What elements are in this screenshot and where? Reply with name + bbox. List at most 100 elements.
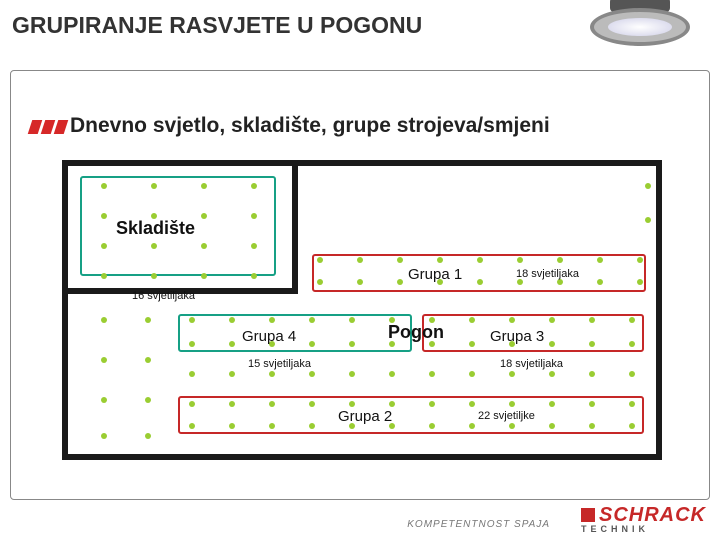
- light-dot: [349, 341, 355, 347]
- label-grupa3: Grupa 3: [490, 328, 544, 345]
- light-dot: [151, 243, 157, 249]
- light-dot: [629, 371, 635, 377]
- light-dot: [629, 423, 635, 429]
- light-dot: [397, 257, 403, 263]
- light-dot: [597, 279, 603, 285]
- light-dot: [145, 357, 151, 363]
- light-dot: [309, 423, 315, 429]
- label-grupa2-count: 22 svjetiljke: [478, 410, 535, 422]
- label-skladiste: Skladište: [116, 218, 195, 239]
- light-dot: [549, 317, 555, 323]
- light-dot: [509, 317, 515, 323]
- light-dot: [269, 401, 275, 407]
- light-dot: [357, 257, 363, 263]
- light-dot: [645, 217, 651, 223]
- light-dot: [637, 257, 643, 263]
- light-dot: [309, 341, 315, 347]
- light-dot: [189, 401, 195, 407]
- accent-bars-icon: [30, 120, 66, 134]
- light-dot: [269, 371, 275, 377]
- light-dot: [589, 371, 595, 377]
- light-dot: [101, 397, 107, 403]
- light-dot: [317, 257, 323, 263]
- light-dot: [101, 317, 107, 323]
- light-dot: [589, 341, 595, 347]
- light-dot: [309, 401, 315, 407]
- wall-outer: [656, 160, 662, 460]
- light-dot: [189, 371, 195, 377]
- light-dot: [437, 257, 443, 263]
- light-dot: [251, 183, 257, 189]
- light-dot: [201, 243, 207, 249]
- light-dot: [469, 371, 475, 377]
- light-dot: [201, 213, 207, 219]
- light-dot: [201, 273, 207, 279]
- footer-tagline: KOMPETENTNOST SPAJA: [407, 519, 550, 530]
- light-dot: [145, 397, 151, 403]
- light-dot: [549, 371, 555, 377]
- brand-main: SCHRACK: [599, 504, 706, 526]
- label-grupa3-count: 18 svjetiljaka: [500, 358, 563, 370]
- light-dot: [189, 341, 195, 347]
- light-dot: [229, 317, 235, 323]
- light-dot: [589, 423, 595, 429]
- light-dot: [101, 243, 107, 249]
- light-dot: [269, 423, 275, 429]
- light-dot: [251, 213, 257, 219]
- wall-inner: [292, 160, 298, 294]
- light-dot: [549, 423, 555, 429]
- light-fixture-icon: [580, 0, 700, 58]
- light-dot: [629, 317, 635, 323]
- light-dot: [145, 317, 151, 323]
- light-dot: [509, 423, 515, 429]
- light-dot: [201, 183, 207, 189]
- light-dot: [509, 401, 515, 407]
- slide-title: GRUPIRANJE RASVJETE U POGONU: [12, 12, 422, 39]
- light-dot: [389, 401, 395, 407]
- label-grupa4-count: 15 svjetiljaka: [248, 358, 311, 370]
- light-dot: [145, 433, 151, 439]
- wall-outer: [62, 454, 662, 460]
- light-dot: [589, 317, 595, 323]
- light-dot: [397, 279, 403, 285]
- light-dot: [429, 371, 435, 377]
- light-dot: [349, 401, 355, 407]
- light-dot: [101, 273, 107, 279]
- light-dot: [317, 279, 323, 285]
- light-dot: [101, 357, 107, 363]
- light-dot: [309, 317, 315, 323]
- light-dot: [269, 317, 275, 323]
- light-dot: [101, 183, 107, 189]
- light-dot: [597, 257, 603, 263]
- light-dot: [469, 423, 475, 429]
- light-dot: [557, 257, 563, 263]
- light-dot: [637, 279, 643, 285]
- label-grupa1: Grupa 1: [408, 266, 462, 283]
- light-dot: [469, 341, 475, 347]
- light-dot: [549, 341, 555, 347]
- label-grupa4: Grupa 4: [242, 328, 296, 345]
- light-dot: [477, 257, 483, 263]
- brand-logo: SCHRACK TECHNIK: [581, 504, 706, 534]
- light-dot: [349, 371, 355, 377]
- zone-grupa2: [178, 396, 644, 434]
- light-dot: [189, 317, 195, 323]
- label-grupa2: Grupa 2: [338, 408, 392, 425]
- label-skladiste-count: 16 svjetiljaka: [132, 290, 195, 302]
- label-pogon: Pogon: [388, 322, 444, 343]
- light-dot: [589, 401, 595, 407]
- light-dot: [549, 401, 555, 407]
- label-grupa1-count: 18 svjetiljaka: [516, 268, 579, 280]
- light-dot: [229, 341, 235, 347]
- light-dot: [517, 257, 523, 263]
- wall-outer: [62, 160, 68, 460]
- light-dot: [229, 371, 235, 377]
- light-dot: [309, 371, 315, 377]
- light-dot: [469, 317, 475, 323]
- light-dot: [645, 183, 651, 189]
- light-dot: [349, 317, 355, 323]
- light-dot: [429, 423, 435, 429]
- light-dot: [151, 273, 157, 279]
- light-dot: [429, 401, 435, 407]
- light-dot: [477, 279, 483, 285]
